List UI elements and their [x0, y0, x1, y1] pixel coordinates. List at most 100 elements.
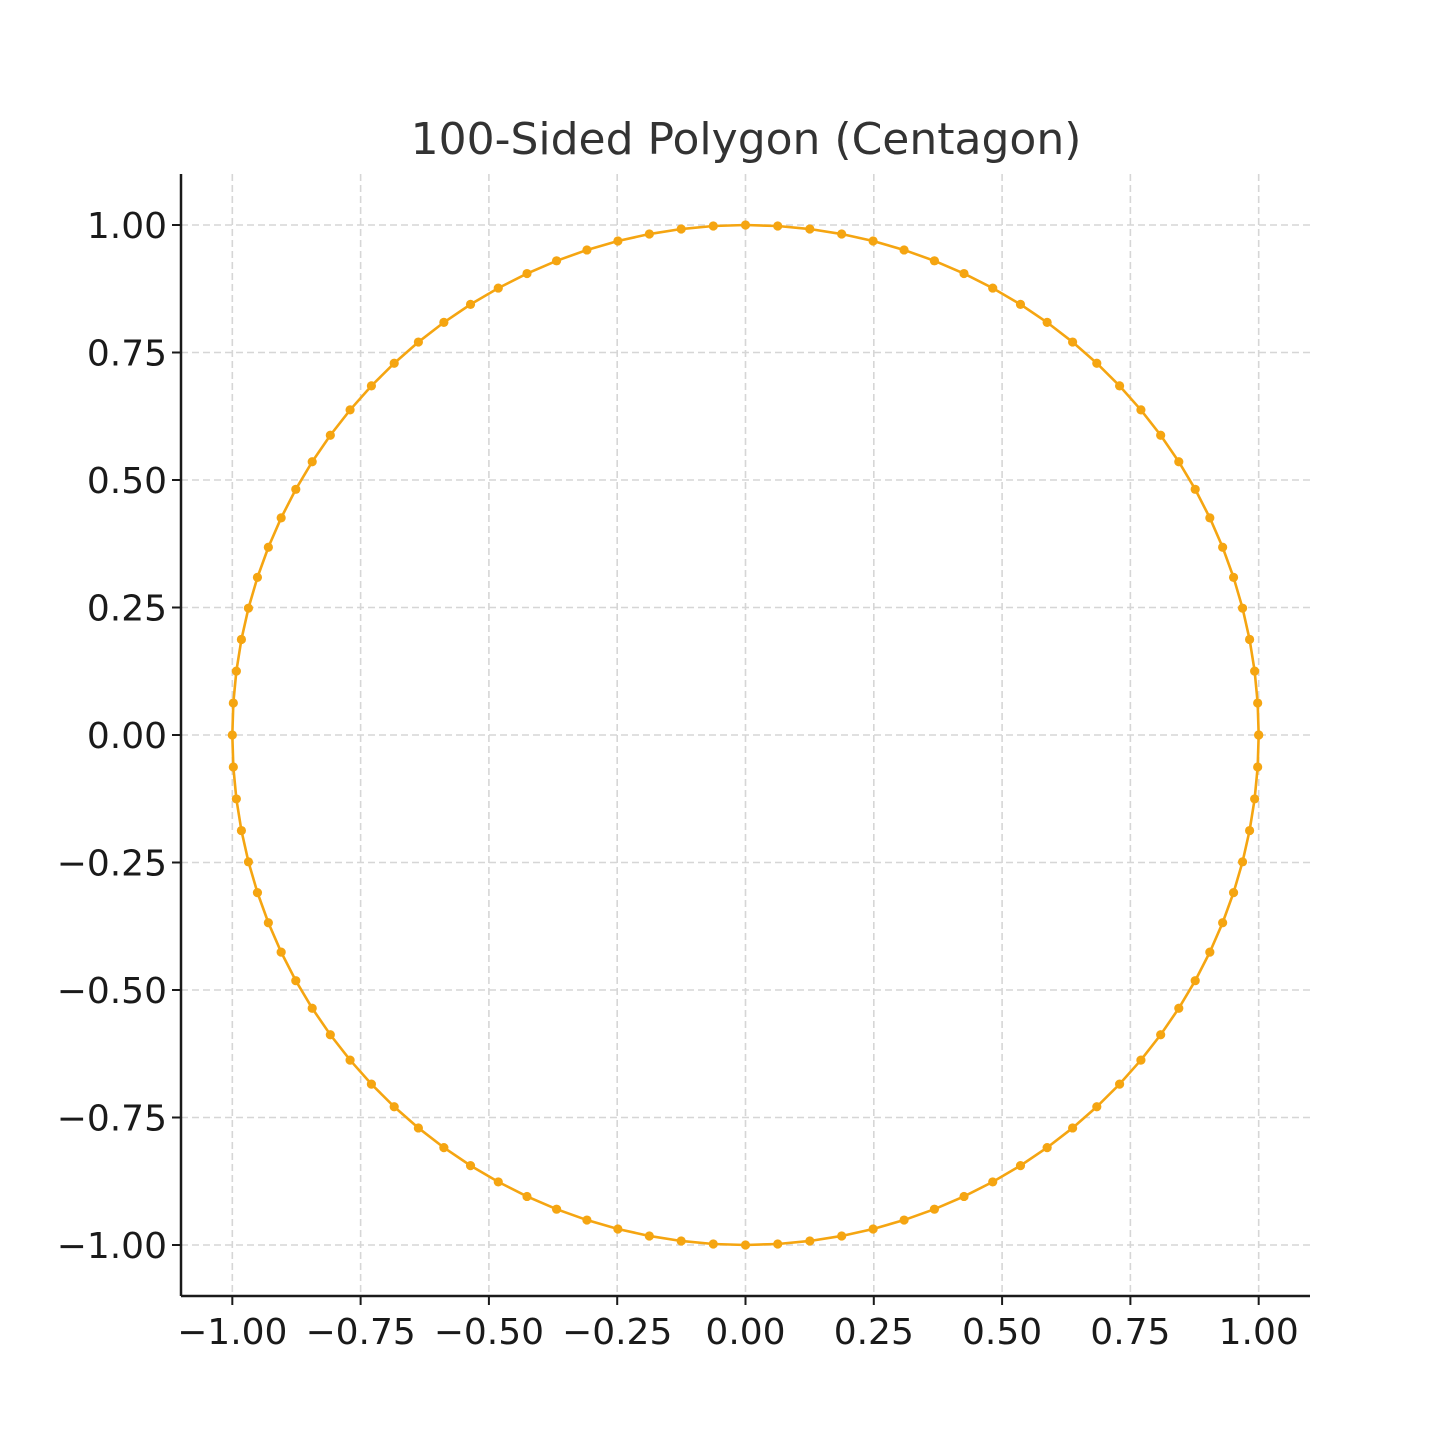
- vertex-point: [1190, 976, 1200, 986]
- vertex-point: [582, 1215, 592, 1225]
- vertex-point: [291, 976, 301, 986]
- vertex-point: [805, 1236, 815, 1246]
- vertex-point: [1174, 1003, 1184, 1013]
- x-tick-label-0: −1.00: [177, 1312, 287, 1353]
- vertex-point: [252, 888, 263, 898]
- vertex-point: [644, 1231, 654, 1241]
- vertex-point: [613, 1224, 623, 1234]
- vertex-point: [868, 1224, 878, 1234]
- vertex-point: [988, 1177, 998, 1187]
- vertex-point: [1253, 762, 1263, 772]
- vertex-point: [345, 405, 355, 415]
- vertex-point: [243, 603, 254, 613]
- vertex-point: [773, 221, 783, 231]
- y-tick-label-3: −0.25: [57, 844, 167, 885]
- vertex-point: [1218, 918, 1228, 928]
- x-tick-label-8: 1.00: [1219, 1312, 1299, 1353]
- vertex-point: [493, 1177, 503, 1187]
- vertex-point: [413, 337, 423, 347]
- vertex-point: [236, 634, 247, 645]
- vertex-point: [389, 358, 399, 368]
- vertex-point: [1205, 513, 1215, 523]
- vertex-point: [1114, 381, 1125, 391]
- vertex-point: [1205, 947, 1215, 957]
- vertex-point: [644, 229, 654, 239]
- vertex-point: [227, 730, 237, 740]
- vertex-point: [837, 1231, 847, 1241]
- vertex-point: [276, 947, 286, 957]
- vertex-point: [493, 283, 503, 293]
- vertex-point: [676, 1236, 686, 1246]
- vertex-point: [307, 1003, 317, 1013]
- vertex-point: [345, 1055, 355, 1065]
- vertex-point: [366, 1079, 377, 1089]
- vertex-point: [263, 542, 273, 552]
- vertex-point: [676, 224, 686, 234]
- vertex-point: [899, 1215, 909, 1225]
- vertex-point: [1114, 1079, 1125, 1089]
- vertex-point: [805, 224, 815, 234]
- x-tick-label-1: −0.75: [305, 1312, 415, 1353]
- vertex-point: [929, 1204, 940, 1214]
- x-tick-label-7: 0.75: [1090, 1312, 1170, 1353]
- x-ticks: −1.00 −0.75 −0.50 −0.25 0.00 0.25 0.50 0.75 1.00: [177, 1296, 1299, 1353]
- x-tick-label-6: 0.50: [962, 1312, 1042, 1353]
- vertex-point: [228, 698, 238, 708]
- vertex-point: [773, 1239, 783, 1249]
- vertex-point: [1174, 457, 1184, 467]
- vertex-point: [1015, 1161, 1026, 1171]
- vertex-point: [1042, 1143, 1052, 1153]
- vertex-point: [236, 825, 247, 836]
- vertex-point: [1092, 358, 1102, 368]
- vertex-point: [276, 513, 286, 523]
- vertex-point: [413, 1123, 423, 1133]
- vertex-point: [899, 245, 909, 255]
- vertex-point: [366, 381, 377, 391]
- vertex-point: [231, 794, 241, 804]
- vertex-point: [228, 762, 238, 772]
- vertex-point: [252, 572, 263, 583]
- vertex-point: [1136, 1055, 1146, 1065]
- vertex-point: [263, 918, 273, 928]
- y-tick-label-8: 1.00: [87, 206, 167, 247]
- vertex-point: [740, 220, 751, 230]
- y-tick-label-2: −0.50: [57, 971, 167, 1012]
- vertex-point: [1250, 666, 1260, 676]
- vertex-point: [243, 857, 254, 867]
- y-tick-label-1: −0.75: [57, 1099, 167, 1140]
- y-tick-label-7: 0.75: [87, 334, 167, 375]
- y-tick-label-5: 0.25: [87, 589, 167, 630]
- vertex-point: [1253, 698, 1263, 708]
- vertex-point: [1237, 603, 1248, 613]
- vertex-point: [1228, 572, 1239, 583]
- vertex-point: [740, 1240, 751, 1250]
- vertex-point: [1156, 430, 1166, 440]
- x-tick-label-5: 0.25: [834, 1312, 914, 1353]
- polygon-series: [227, 220, 1264, 1250]
- y-tick-label-4: 0.00: [87, 716, 167, 757]
- vertex-point: [439, 317, 449, 327]
- vertex-point: [708, 1239, 718, 1249]
- vertex-point: [307, 457, 317, 467]
- vertex-point: [522, 268, 532, 279]
- vertex-point: [1254, 730, 1264, 740]
- vertex-point: [1136, 405, 1146, 415]
- vertex-point: [837, 229, 847, 239]
- grid: [181, 174, 1310, 1296]
- chart-title: 100-Sided Polygon (Centagon): [411, 114, 1082, 165]
- vertex-point: [1190, 484, 1200, 494]
- vertex-point: [1218, 542, 1228, 552]
- vertex-point: [325, 1030, 335, 1040]
- vertex-point: [1092, 1102, 1102, 1112]
- vertex-point: [959, 268, 969, 279]
- vertex-point: [868, 236, 878, 246]
- y-tick-label-6: 0.50: [87, 461, 167, 502]
- vertex-point: [1015, 299, 1026, 309]
- vertex-point: [465, 1161, 476, 1171]
- vertex-point: [551, 256, 562, 266]
- vertex-point: [325, 430, 335, 440]
- vertex-point: [582, 245, 592, 255]
- vertex-point: [1244, 634, 1255, 645]
- y-tick-label-0: −1.00: [57, 1226, 167, 1267]
